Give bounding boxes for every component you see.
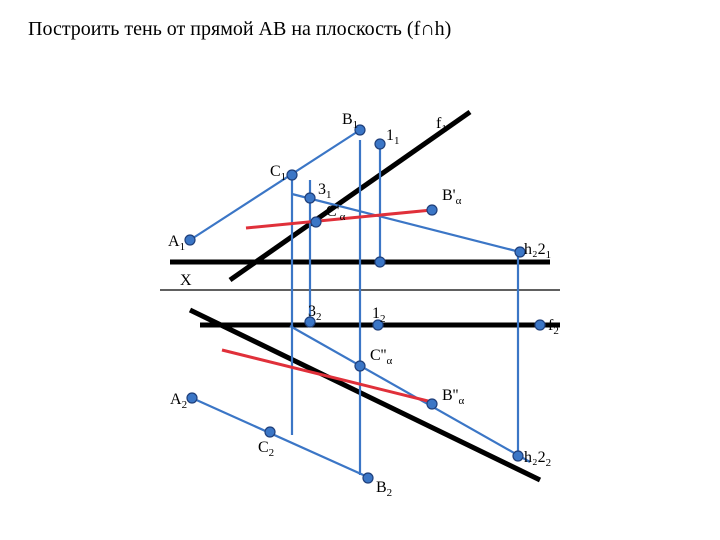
lbl-C2: C2 — [258, 439, 274, 459]
lbl-31: 31 — [318, 181, 332, 201]
pt-f2e — [535, 320, 545, 330]
lbl-C1: C1 — [270, 163, 286, 183]
line-A1B1 — [190, 130, 360, 240]
pt-A2 — [187, 393, 197, 403]
lbl-B2: B2 — [376, 479, 392, 499]
lbl-Bppa: B''α — [442, 387, 464, 407]
shadow-lower — [222, 350, 432, 402]
pt-11 — [375, 139, 385, 149]
pt-Bpa — [427, 205, 437, 215]
lbl-B1: B1 — [342, 111, 358, 131]
pt-Cppa — [355, 361, 365, 371]
lbl-Cppa: C''α — [370, 347, 392, 367]
pt-C2 — [265, 427, 275, 437]
lbl-Bpa: B'α — [442, 187, 462, 207]
lbl-h221: h₂21 — [524, 241, 551, 261]
lbl-A2: A2 — [170, 391, 187, 411]
pt-A1 — [185, 235, 195, 245]
lbl-11: 11 — [386, 127, 400, 147]
lbl-h222: h₂22 — [524, 449, 551, 469]
pt-Bppa — [427, 399, 437, 409]
line-h2 — [190, 310, 540, 480]
lbl-f2: f2 — [548, 317, 559, 337]
line-A2B2 — [192, 398, 370, 478]
pt-C1 — [287, 170, 297, 180]
pt-B2 — [363, 473, 373, 483]
pt-Cpa — [311, 217, 321, 227]
diagram: X A1 B1 C1 31 11 C'α B'α h₂21 32 12 f2 A… — [0, 0, 720, 540]
pt-31 — [305, 193, 315, 203]
h1-lower-blue — [290, 326, 530, 462]
lbl-A1: A1 — [168, 233, 185, 253]
pt-11b — [375, 257, 385, 267]
lbl-X: X — [180, 272, 192, 289]
pt-h222 — [513, 451, 523, 461]
